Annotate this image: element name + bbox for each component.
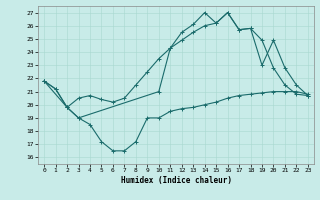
X-axis label: Humidex (Indice chaleur): Humidex (Indice chaleur) — [121, 176, 231, 185]
